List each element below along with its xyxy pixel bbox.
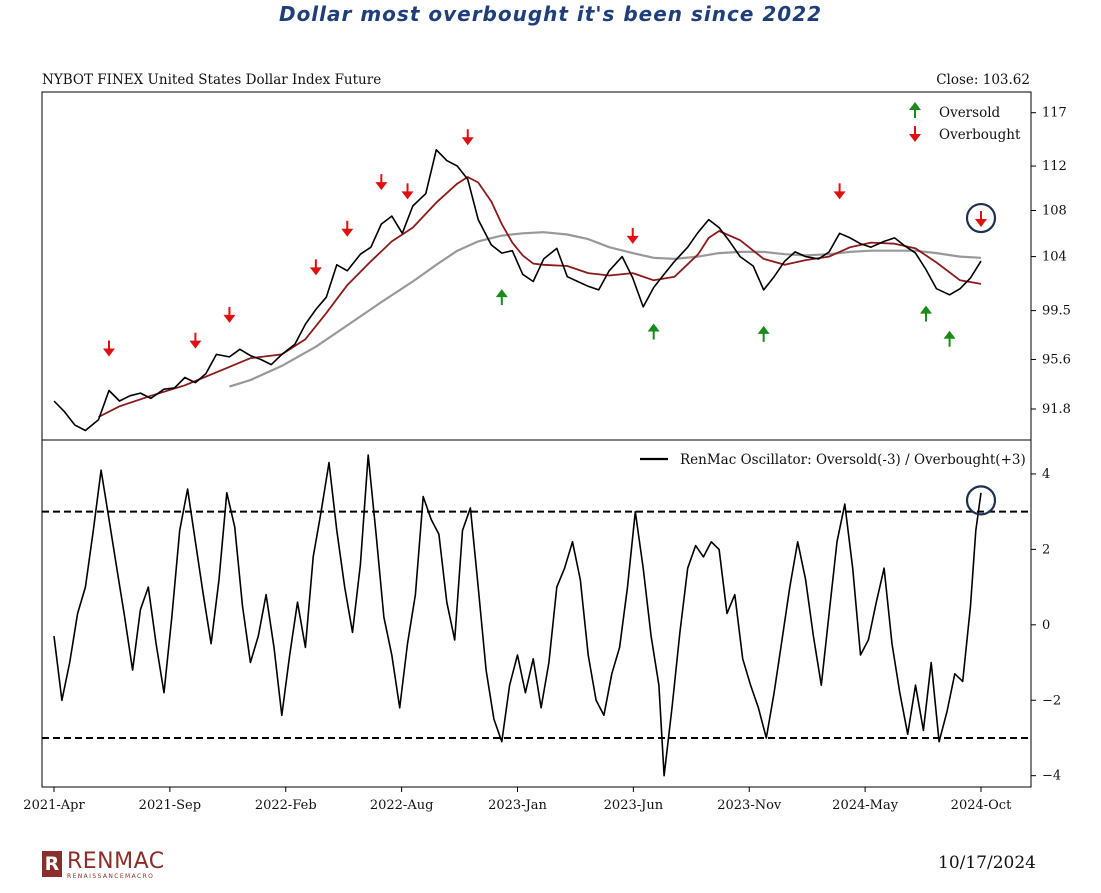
oversold-arrow-icon: [495, 289, 508, 306]
overbought-arrow-icon: [223, 306, 236, 323]
oscillator-y-tick-label: 0: [1042, 618, 1050, 633]
x-tick-label: 2021-Sep: [139, 798, 201, 813]
price-y-tick-label: 99.5: [1042, 304, 1071, 319]
highlight-circle-bottom: [965, 485, 997, 516]
price-panel-title: NYBOT FINEX United States Dollar Index F…: [42, 72, 381, 88]
renmac-logo: R RENMAC RENAISSANCEMACRO: [42, 851, 165, 880]
oscillator-y-tick-label: 2: [1042, 542, 1050, 557]
price-y-tick-label: 108: [1042, 203, 1067, 218]
renmac-logo-subtitle: RENAISSANCEMACRO: [67, 873, 155, 880]
oversold-arrow-icon: [943, 330, 956, 347]
overbought-arrow-icon: [102, 340, 115, 357]
oversold-arrow-icon: [920, 305, 933, 322]
oversold-arrow-icon: [647, 323, 660, 340]
highlight-circle-top: [965, 202, 997, 234]
overbought-arrow-icon: [975, 211, 987, 228]
legend-overbought-icon: [909, 126, 921, 142]
overbought-arrow-icon: [189, 332, 202, 349]
price-y-tick-label: 117: [1042, 106, 1067, 121]
price-y-tick-label: 112: [1042, 159, 1067, 174]
overbought-arrow-icon: [833, 183, 846, 200]
x-axis: 2021-Apr 2021-Sep 2022-Feb 2022-Aug 2023-Jan…: [23, 787, 1012, 813]
oscillator-legend-label: RenMac Oscillator: Oversold(-3) / Overbo…: [680, 452, 1026, 468]
long-ma-line: [229, 231, 982, 388]
x-tick-label: 2021-Apr: [23, 798, 85, 813]
oscillator-line: [53, 454, 982, 777]
price-line: [53, 149, 982, 432]
oscillator-legend: RenMac Oscillator: Oversold(-3) / Overbo…: [640, 452, 1026, 468]
oscillator-reference-lines: [42, 510, 1031, 739]
overbought-arrow-icon: [461, 129, 474, 146]
oscillator-y-tick-label: −2: [1042, 693, 1061, 708]
report-date: 10/17/2024: [938, 853, 1036, 873]
overbought-arrow-icon: [375, 174, 388, 191]
close-value-label: Close: 103.62: [936, 72, 1030, 88]
renmac-logo-text: RENMAC: [67, 849, 165, 874]
x-tick-label: 2023-Jun: [604, 798, 664, 813]
overbought-arrow-icon: [401, 183, 414, 200]
highlight-circles: [965, 202, 997, 516]
oscillator-y-axis: −4 −2 0 2 4: [1031, 467, 1061, 784]
overbought-arrow-icon: [341, 220, 354, 237]
legend-oversold-icon: [909, 102, 921, 118]
legend-oversold-label: Oversold: [939, 105, 1001, 121]
x-tick-label: 2023-Jan: [488, 798, 547, 813]
oscillator-y-tick-label: 4: [1042, 467, 1050, 482]
price-legend: Oversold Overbought: [909, 102, 1021, 143]
x-tick-label: 2024-May: [832, 798, 899, 813]
x-tick-label: 2022-Feb: [255, 798, 317, 813]
overbought-arrow-icon: [309, 259, 322, 276]
price-series-group: [53, 149, 982, 432]
price-y-tick-label: 104: [1042, 250, 1067, 265]
price-y-tick-label: 91.8: [1042, 402, 1071, 417]
x-tick-label: 2024-Oct: [951, 798, 1012, 813]
short-ma-line: [98, 176, 982, 418]
price-y-tick-label: 95.6: [1042, 352, 1071, 367]
chart-headline: Dollar most overbought it's been since 2…: [278, 2, 823, 26]
price-y-axis: 91.8 95.6 99.5 104 108 112 117: [1031, 106, 1071, 417]
x-tick-label: 2022-Aug: [370, 798, 434, 813]
oscillator-panel-frame: [41, 439, 1032, 788]
oversold-arrow-icon: [757, 325, 770, 342]
signal-arrows: [102, 129, 987, 357]
oscillator-series-group: [53, 454, 982, 777]
x-tick-label: 2023-Nov: [717, 798, 782, 813]
price-panel-frame: [41, 91, 1032, 441]
renmac-logo-mark: R: [42, 851, 62, 877]
overbought-arrow-icon: [626, 227, 639, 244]
oscillator-y-tick-label: −4: [1042, 769, 1061, 784]
legend-overbought-label: Overbought: [939, 127, 1021, 143]
